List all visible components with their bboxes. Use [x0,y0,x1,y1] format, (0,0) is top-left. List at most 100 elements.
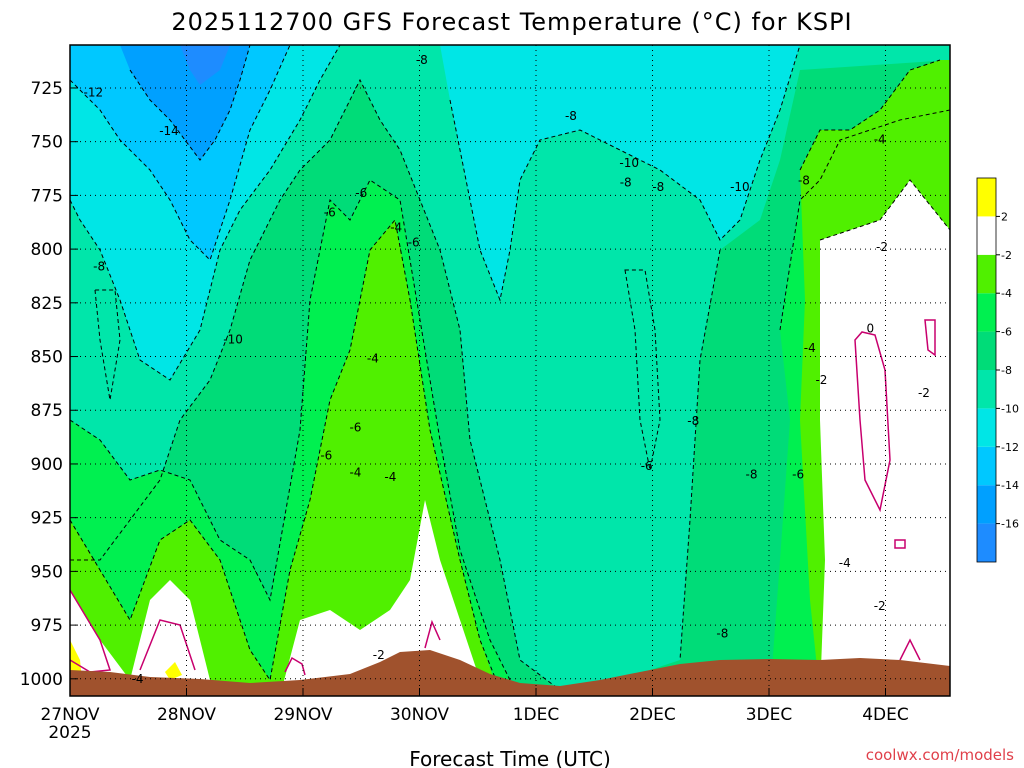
x-tick-label: 4DEC [862,705,909,725]
contour-line [94,289,121,401]
y-tick-label: 925 [31,509,63,529]
contour-label: -2 [876,240,888,254]
colorbar-label: 2 [1001,210,1008,223]
contour-label: -6 [320,448,332,462]
plot-area: -12 -14 -8 -8 -10 -8 -8 -10 -8 -4 -2 -6 -6 -4 -6 -8 -10 0… [70,45,950,696]
contour-label: 0 [867,322,875,336]
x-axis-year: 2025 [48,723,91,743]
contour-label: -10 [730,180,750,194]
colorbar-label: -14 [1001,479,1019,492]
y-tick-label: 875 [31,401,63,421]
contour-label: -10 [223,332,243,346]
grid-horizontal [70,87,950,680]
contour-line [449,45,801,302]
contour-label: -4 [390,221,402,235]
contour-label: -4 [384,470,396,484]
contour-label: -4 [874,133,886,147]
y-tick-label: 750 [31,133,63,153]
contour-label: -8 [798,173,810,187]
colorbar-swatch [977,216,996,255]
y-tick-label: 725 [31,79,63,99]
contour-label: -6 [349,420,361,434]
contour-label: -6 [324,206,336,220]
zero-contour [854,331,891,513]
contour-line [129,45,251,161]
zero-contour [139,619,196,671]
colorbar-swatch [977,370,996,409]
contour-labels: -12 -14 -8 -8 -10 -8 -8 -10 -8 -4 -2 -6 -6 -4 -6 -8 -10 0… [83,53,929,686]
x-tick-label: 28NOV [157,705,216,725]
contour-label: -8 [687,414,699,428]
contour-label: -8 [93,259,105,273]
chart-title: 2025112700 GFS Forecast Temperature (°C)… [171,8,852,36]
terrain [70,650,950,696]
contour-label: -6 [408,236,420,250]
zero-contour [284,656,306,676]
contour-line [819,179,950,241]
x-tick-label: 27NOV [40,705,99,725]
colorbar-label: -6 [1001,326,1012,339]
y-axis: 725 750 775 800 825 850 875 900 925 950 975 1000 [20,79,78,690]
contour-line [624,269,661,471]
contour-label: -8 [716,627,728,641]
colorbar-swatch [977,408,996,447]
zero-contour [899,638,921,661]
contour-label: -4 [839,556,851,570]
band-minus-12-to-minus-10-east [440,45,800,300]
contour-label: -8 [652,180,664,194]
band-minus-2-to-2-middle [280,500,500,696]
contour-label: -6 [355,186,367,200]
contour-label: -8 [416,53,428,67]
contour-line [679,249,721,661]
y-tick-label: 950 [31,562,63,582]
colorbar-label: -4 [1001,287,1012,300]
contour-line [779,109,950,331]
contour-label: -6 [792,468,804,482]
colorbar-label: -2 [1001,249,1012,262]
colorbar-swatch [977,331,996,370]
y-tick-label: 825 [31,294,63,314]
zero-contour [894,539,906,549]
y-tick-label: 975 [31,616,63,636]
plot-frame [69,44,951,697]
colorbar-label: -12 [1001,441,1019,454]
x-tick-label: 29NOV [273,705,332,725]
band-minus-16-to-minus-14 [120,45,250,160]
y-tick-label: 800 [31,240,63,260]
zero-contour [424,619,441,649]
y-tick-label: 900 [31,455,63,475]
x-tick-label: 30NOV [390,705,449,725]
y-tick-label: 1000 [20,670,63,690]
colorbar-swatch [977,254,996,294]
contour-label: -4 [132,672,144,686]
colorbar-swatch [977,178,996,217]
y-tick-label: 775 [31,186,63,206]
contour-label: -10 [619,156,639,170]
colorbar-label: -16 [1001,518,1019,531]
band-minus-14-to-minus-12 [70,45,290,260]
x-axis: 27NOV 28NOV 29NOV 30NOV 1DEC 2DEC 3DEC 4DEC [40,688,909,725]
x-axis-label: Forecast Time (UTC) [409,747,611,768]
band-minus-4-to-minus-2-left [70,220,500,696]
y-tick-label: 850 [31,348,63,368]
contour-label: -12 [83,85,103,99]
contour-label: -6 [641,459,653,473]
contour-label: -2 [373,648,385,662]
contour-label: -2 [918,386,930,400]
credit-text: coolwx.com/models [866,746,1014,764]
colorbar: -16 -14 -12 -10 -8 -6 -4 -2 2 [976,177,1019,563]
colorbar-swatch [977,446,996,486]
contour-line [70,218,501,691]
band-minus-18-to-minus-16 [180,45,230,85]
contour-label: -8 [565,109,577,123]
colorbar-swatch [977,293,996,332]
colorbar-swatch [977,523,996,562]
contour-line [70,45,341,381]
band-2-to-4-b [165,662,182,680]
contour-label: -4 [349,466,361,480]
x-tick-label: 2DEC [629,705,676,725]
contour-line [70,45,291,261]
contour-label: -4 [804,341,816,355]
zero-contour [70,589,112,673]
